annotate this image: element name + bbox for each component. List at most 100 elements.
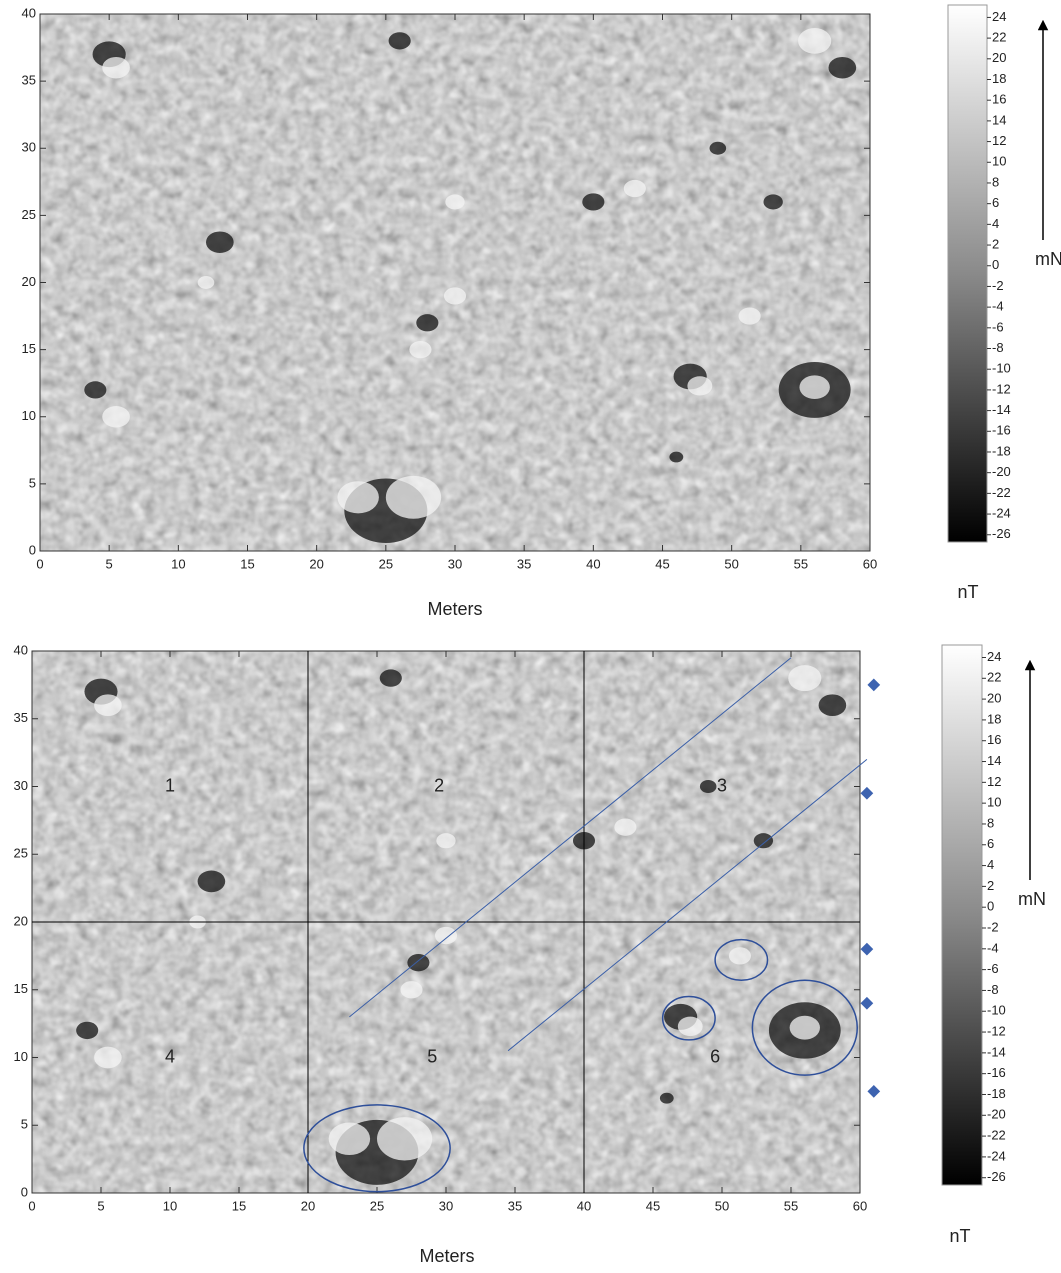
anomaly [329, 1123, 370, 1156]
colorbar-tick-label: -6 [987, 961, 999, 976]
colorbar-tick-label: 14 [992, 112, 1006, 127]
colorbar-tick-label: 8 [992, 174, 999, 189]
marker-diamond [861, 997, 874, 1010]
anomaly [614, 818, 636, 835]
anomaly [409, 341, 431, 358]
anomaly [337, 481, 379, 513]
x-tick-label: 20 [309, 556, 323, 571]
marker-diamond [867, 1085, 880, 1098]
x-tick-label: 35 [508, 1198, 522, 1213]
y-tick-label: 20 [14, 913, 28, 928]
north-label: mN [1018, 889, 1046, 909]
x-tick-label: 50 [715, 1198, 729, 1213]
colorbar-tick-label: -24 [987, 1148, 1006, 1163]
colorbar-tick-label: 20 [992, 50, 1006, 65]
anomaly [444, 287, 466, 304]
marker-diamond [861, 787, 874, 800]
x-tick-label: 55 [784, 1198, 798, 1213]
anomaly [198, 276, 215, 289]
colorbar-tick-label: -22 [987, 1128, 1006, 1143]
y-tick-label: 10 [14, 1049, 28, 1064]
colorbar-tick-label: -8 [987, 982, 999, 997]
colorbar-tick-label: -22 [992, 485, 1011, 500]
colorbar-tick-label: 2 [987, 878, 994, 893]
x-tick-label: 10 [171, 556, 185, 571]
colorbar-tick-label: 22 [992, 30, 1006, 45]
colorbar-tick-label: -16 [992, 423, 1011, 438]
x-tick-label: 30 [448, 556, 462, 571]
x-tick-label: 55 [794, 556, 808, 571]
x-tick-label: 35 [517, 556, 531, 571]
anomaly [386, 476, 441, 519]
y-tick-label: 20 [22, 274, 36, 289]
anomaly [416, 314, 438, 331]
y-tick-label: 35 [22, 73, 36, 88]
anomaly [380, 669, 402, 686]
y-tick-label: 30 [14, 778, 28, 793]
colorbar-tick-label: -4 [987, 940, 999, 955]
colorbar-tick-label: 4 [987, 857, 994, 872]
anomaly [206, 231, 234, 252]
anomaly [102, 406, 130, 427]
anomaly [94, 694, 122, 716]
colorbar-tick-label: 18 [992, 71, 1006, 86]
y-tick-label: 25 [14, 846, 28, 861]
anomaly [819, 694, 847, 716]
colorbar-tick-label: 18 [987, 711, 1001, 726]
y-tick-label: 35 [14, 710, 28, 725]
x-tick-label: 10 [163, 1198, 177, 1213]
y-tick-label: 40 [14, 642, 28, 657]
colorbar-tick-label: 24 [987, 649, 1001, 664]
colorbar-tick-label: -18 [992, 443, 1011, 458]
y-tick-label: 15 [22, 341, 36, 356]
colorbar-tick-label: -20 [992, 464, 1011, 479]
anomaly [763, 194, 782, 209]
y-tick-label: 40 [22, 5, 36, 20]
y-tick-label: 5 [21, 1117, 28, 1132]
colorbar-tick-label: 20 [987, 691, 1001, 706]
x-tick-label: 30 [439, 1198, 453, 1213]
x-tick-label: 25 [370, 1198, 384, 1213]
x-tick-label: 60 [853, 1198, 867, 1213]
colorbar-tick-label: -10 [987, 1003, 1006, 1018]
colorbar-tick-label: 12 [992, 133, 1006, 148]
x-axis-label: Meters [427, 599, 482, 619]
colorbar-tick-label: 2 [992, 236, 999, 251]
region-label: 6 [710, 1046, 720, 1066]
y-tick-label: 30 [22, 140, 36, 155]
x-tick-label: 15 [240, 556, 254, 571]
anomaly [445, 194, 464, 209]
anomaly [400, 981, 422, 998]
anomaly [710, 142, 727, 155]
anomaly [198, 871, 226, 893]
colorbar-tick-label: -12 [992, 381, 1011, 396]
anomaly [687, 376, 712, 395]
x-tick-label: 15 [232, 1198, 246, 1213]
colorbar-tick-label: -2 [987, 919, 999, 934]
colorbar-tick-label: 14 [987, 753, 1001, 768]
region-label: 2 [434, 775, 444, 795]
colorbar-tick-label: 6 [987, 836, 994, 851]
region-label: 3 [717, 775, 727, 795]
colorbar-tick-label: -2 [992, 278, 1004, 293]
anomaly [669, 452, 683, 463]
x-tick-label: 5 [106, 556, 113, 571]
anomaly [389, 32, 411, 49]
x-tick-label: 45 [655, 556, 669, 571]
colorbar-tick-label: 16 [987, 732, 1001, 747]
colorbar-tick-label: -16 [987, 1065, 1006, 1080]
colorbar-tick-label: 12 [987, 774, 1001, 789]
x-axis-label: Meters [419, 1246, 474, 1266]
x-tick-label: 60 [863, 556, 877, 571]
marker-diamond [867, 679, 880, 692]
anomaly [377, 1117, 432, 1160]
y-tick-label: 25 [22, 207, 36, 222]
x-tick-label: 40 [586, 556, 600, 571]
region-label: 4 [165, 1046, 175, 1066]
anomaly [624, 180, 646, 197]
colorbar-tick-label: -14 [987, 1044, 1006, 1059]
x-tick-label: 0 [36, 556, 43, 571]
colorbar-tick-label: 10 [987, 795, 1001, 810]
colorbar-tick-label: 4 [992, 216, 999, 231]
anomaly [660, 1093, 674, 1104]
